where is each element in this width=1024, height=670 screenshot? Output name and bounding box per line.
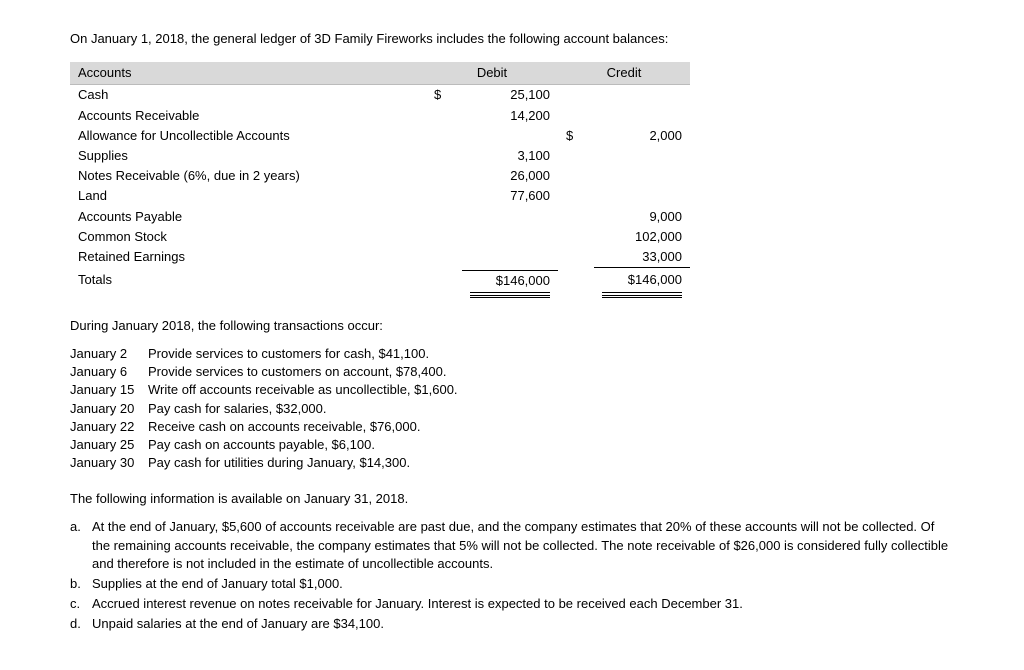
table-row: Accounts Receivable14,200 [70, 106, 690, 126]
list-item: January 30Pay cash for utilities during … [70, 454, 954, 472]
totals-row: Totals $146,000 $146,000 [70, 270, 690, 291]
table-row: Accounts Payable9,000 [70, 207, 690, 227]
list-item: January 22Receive cash on accounts recei… [70, 418, 954, 436]
list-item: b.Supplies at the end of January total $… [70, 575, 954, 593]
adjustments-list: a.At the end of January, $5,600 of accou… [70, 518, 954, 633]
list-item: January 20Pay cash for salaries, $32,000… [70, 400, 954, 418]
table-row: Allowance for Uncollectible Accounts$2,0… [70, 126, 690, 146]
transactions-list: January 2Provide services to customers f… [70, 345, 954, 472]
table-row: Notes Receivable (6%, due in 2 years)26,… [70, 166, 690, 186]
list-item: a.At the end of January, $5,600 of accou… [70, 518, 954, 573]
table-row: Land77,600 [70, 186, 690, 206]
col-accounts: Accounts [70, 62, 426, 85]
list-item: January 25Pay cash on accounts payable, … [70, 436, 954, 454]
list-item: January 2Provide services to customers f… [70, 345, 954, 363]
info-heading: The following information is available o… [70, 490, 954, 508]
during-heading: During January 2018, the following trans… [70, 317, 954, 335]
list-item: January 6Provide services to customers o… [70, 363, 954, 381]
col-credit: Credit [558, 62, 690, 85]
intro-text: On January 1, 2018, the general ledger o… [70, 30, 954, 48]
table-row: Supplies3,100 [70, 146, 690, 166]
list-item: d.Unpaid salaries at the end of January … [70, 615, 954, 633]
ledger-table: Accounts Debit Credit Cash$25,100 Accoun… [70, 62, 690, 299]
table-row: Common Stock102,000 [70, 227, 690, 247]
table-row: Retained Earnings33,000 [70, 247, 690, 268]
table-row: Cash$25,100 [70, 85, 690, 106]
col-debit: Debit [426, 62, 558, 85]
list-item: January 15Write off accounts receivable … [70, 381, 954, 399]
list-item: c.Accrued interest revenue on notes rece… [70, 595, 954, 613]
